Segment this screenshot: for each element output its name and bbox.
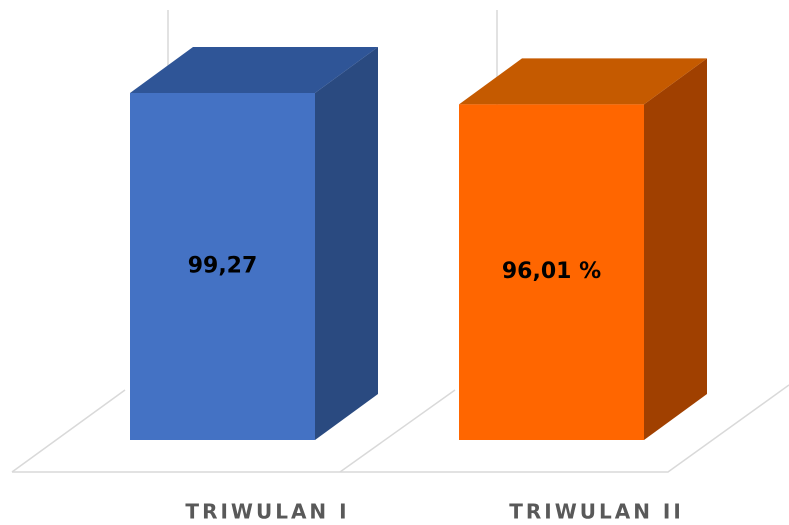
value-label: 96,01 % [502,259,601,284]
bar-top [459,58,707,105]
bar-side [315,47,378,440]
x-tick-label: TRIWULAN I [185,500,349,524]
x-tick-label: TRIWULAN II [509,500,684,524]
floor-edge [11,389,126,473]
bar [130,93,315,440]
bar-side [644,58,707,440]
bar [459,104,644,440]
value-label: 99,27 [188,254,258,279]
bar-top [130,47,378,93]
floor-edge [339,389,456,473]
floor-front-edge [12,384,789,473]
